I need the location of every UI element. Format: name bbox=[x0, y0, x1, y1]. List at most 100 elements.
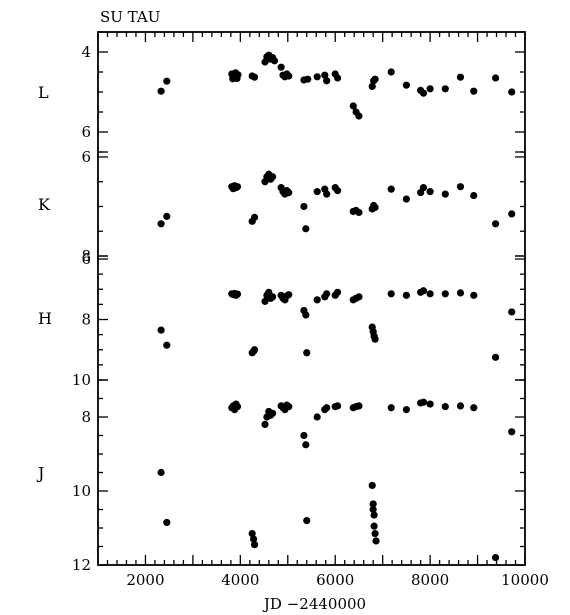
data-point bbox=[470, 291, 478, 299]
chart-title: SU TAU bbox=[100, 8, 160, 26]
data-point bbox=[285, 72, 293, 80]
data-point bbox=[508, 88, 516, 96]
data-point bbox=[419, 89, 428, 97]
data-point bbox=[369, 505, 377, 514]
band-label: L bbox=[38, 83, 49, 102]
data-point bbox=[441, 85, 449, 93]
data-point bbox=[163, 212, 171, 220]
data-point bbox=[419, 398, 428, 406]
panel-k: 68K bbox=[38, 148, 525, 265]
data-point bbox=[387, 68, 395, 76]
band-label: K bbox=[38, 195, 51, 214]
x-tick-label: 4000 bbox=[221, 571, 259, 589]
data-point bbox=[470, 191, 478, 200]
data-point bbox=[250, 73, 259, 81]
data-point bbox=[402, 195, 410, 203]
data-point bbox=[233, 183, 242, 191]
data-point bbox=[370, 522, 378, 530]
data-point bbox=[441, 190, 449, 198]
y-tick-label: 12 bbox=[72, 556, 91, 574]
data-point bbox=[371, 335, 379, 343]
data-point bbox=[355, 402, 363, 410]
data-point bbox=[323, 290, 331, 298]
data-point bbox=[491, 74, 500, 82]
x-tick-label: 2000 bbox=[126, 571, 164, 589]
data-point bbox=[371, 203, 379, 212]
data-point bbox=[402, 406, 410, 414]
data-point bbox=[323, 77, 331, 85]
y-tick-label: 8 bbox=[81, 247, 91, 265]
data-point bbox=[372, 537, 380, 545]
data-point bbox=[285, 291, 293, 299]
data-point bbox=[302, 441, 310, 449]
data-point bbox=[349, 102, 357, 110]
y-tick-label: 6 bbox=[81, 250, 91, 268]
x-tick-label: 6000 bbox=[316, 571, 354, 589]
data-point bbox=[370, 511, 378, 519]
data-point bbox=[470, 87, 478, 95]
data-point bbox=[157, 468, 165, 477]
data-point bbox=[157, 326, 165, 334]
data-point bbox=[441, 403, 449, 411]
data-point bbox=[419, 287, 428, 295]
data-point bbox=[333, 74, 342, 82]
data-point bbox=[456, 402, 465, 410]
data-point bbox=[426, 188, 434, 196]
data-point bbox=[234, 71, 242, 79]
data-point bbox=[302, 225, 310, 233]
data-point bbox=[456, 289, 465, 297]
data-point bbox=[323, 404, 331, 412]
data-point bbox=[233, 290, 242, 298]
y-tick-label: 4 bbox=[81, 43, 91, 61]
data-point bbox=[333, 288, 342, 296]
y-tick-label: 6 bbox=[81, 148, 91, 166]
panel-l: 4 6 L bbox=[38, 31, 525, 153]
data-point bbox=[369, 500, 377, 508]
data-point bbox=[456, 183, 465, 191]
data-point bbox=[426, 400, 434, 408]
data-point bbox=[441, 290, 449, 298]
data-point bbox=[268, 293, 277, 301]
data-point bbox=[285, 403, 293, 411]
data-point bbox=[387, 290, 395, 298]
data-point bbox=[321, 71, 329, 79]
data-point bbox=[355, 112, 363, 120]
data-point bbox=[268, 409, 277, 417]
data-point bbox=[491, 554, 500, 562]
data-point bbox=[270, 57, 279, 65]
data-point bbox=[157, 87, 165, 95]
data-point bbox=[157, 220, 165, 228]
data-point bbox=[163, 518, 171, 527]
y-tick-label: 8 bbox=[81, 311, 91, 329]
data-point bbox=[313, 73, 321, 81]
data-point bbox=[426, 85, 434, 93]
data-point bbox=[250, 346, 259, 354]
data-point bbox=[456, 73, 465, 81]
data-point bbox=[355, 293, 363, 301]
x-tick-label: 10000 bbox=[501, 571, 549, 589]
data-point bbox=[355, 208, 363, 217]
data-point bbox=[250, 535, 258, 543]
y-tick-label: 10 bbox=[72, 371, 91, 389]
data-point bbox=[163, 77, 171, 85]
panel-j: 8 10 12 J bbox=[36, 379, 525, 574]
data-point bbox=[303, 517, 311, 525]
data-point bbox=[368, 481, 376, 490]
data-point bbox=[300, 431, 308, 440]
data-point bbox=[333, 402, 342, 410]
x-tick-label: 8000 bbox=[411, 571, 449, 589]
y-tick-label: 8 bbox=[81, 408, 91, 426]
data-point bbox=[368, 82, 376, 90]
y-tick-label: 6 bbox=[81, 123, 91, 141]
data-point bbox=[419, 184, 428, 192]
plot-frame bbox=[97, 31, 526, 566]
data-point bbox=[387, 185, 395, 193]
data-point bbox=[268, 173, 277, 181]
data-point bbox=[233, 403, 242, 411]
data-point bbox=[387, 404, 395, 412]
data-point bbox=[371, 75, 379, 83]
data-point bbox=[313, 296, 321, 304]
